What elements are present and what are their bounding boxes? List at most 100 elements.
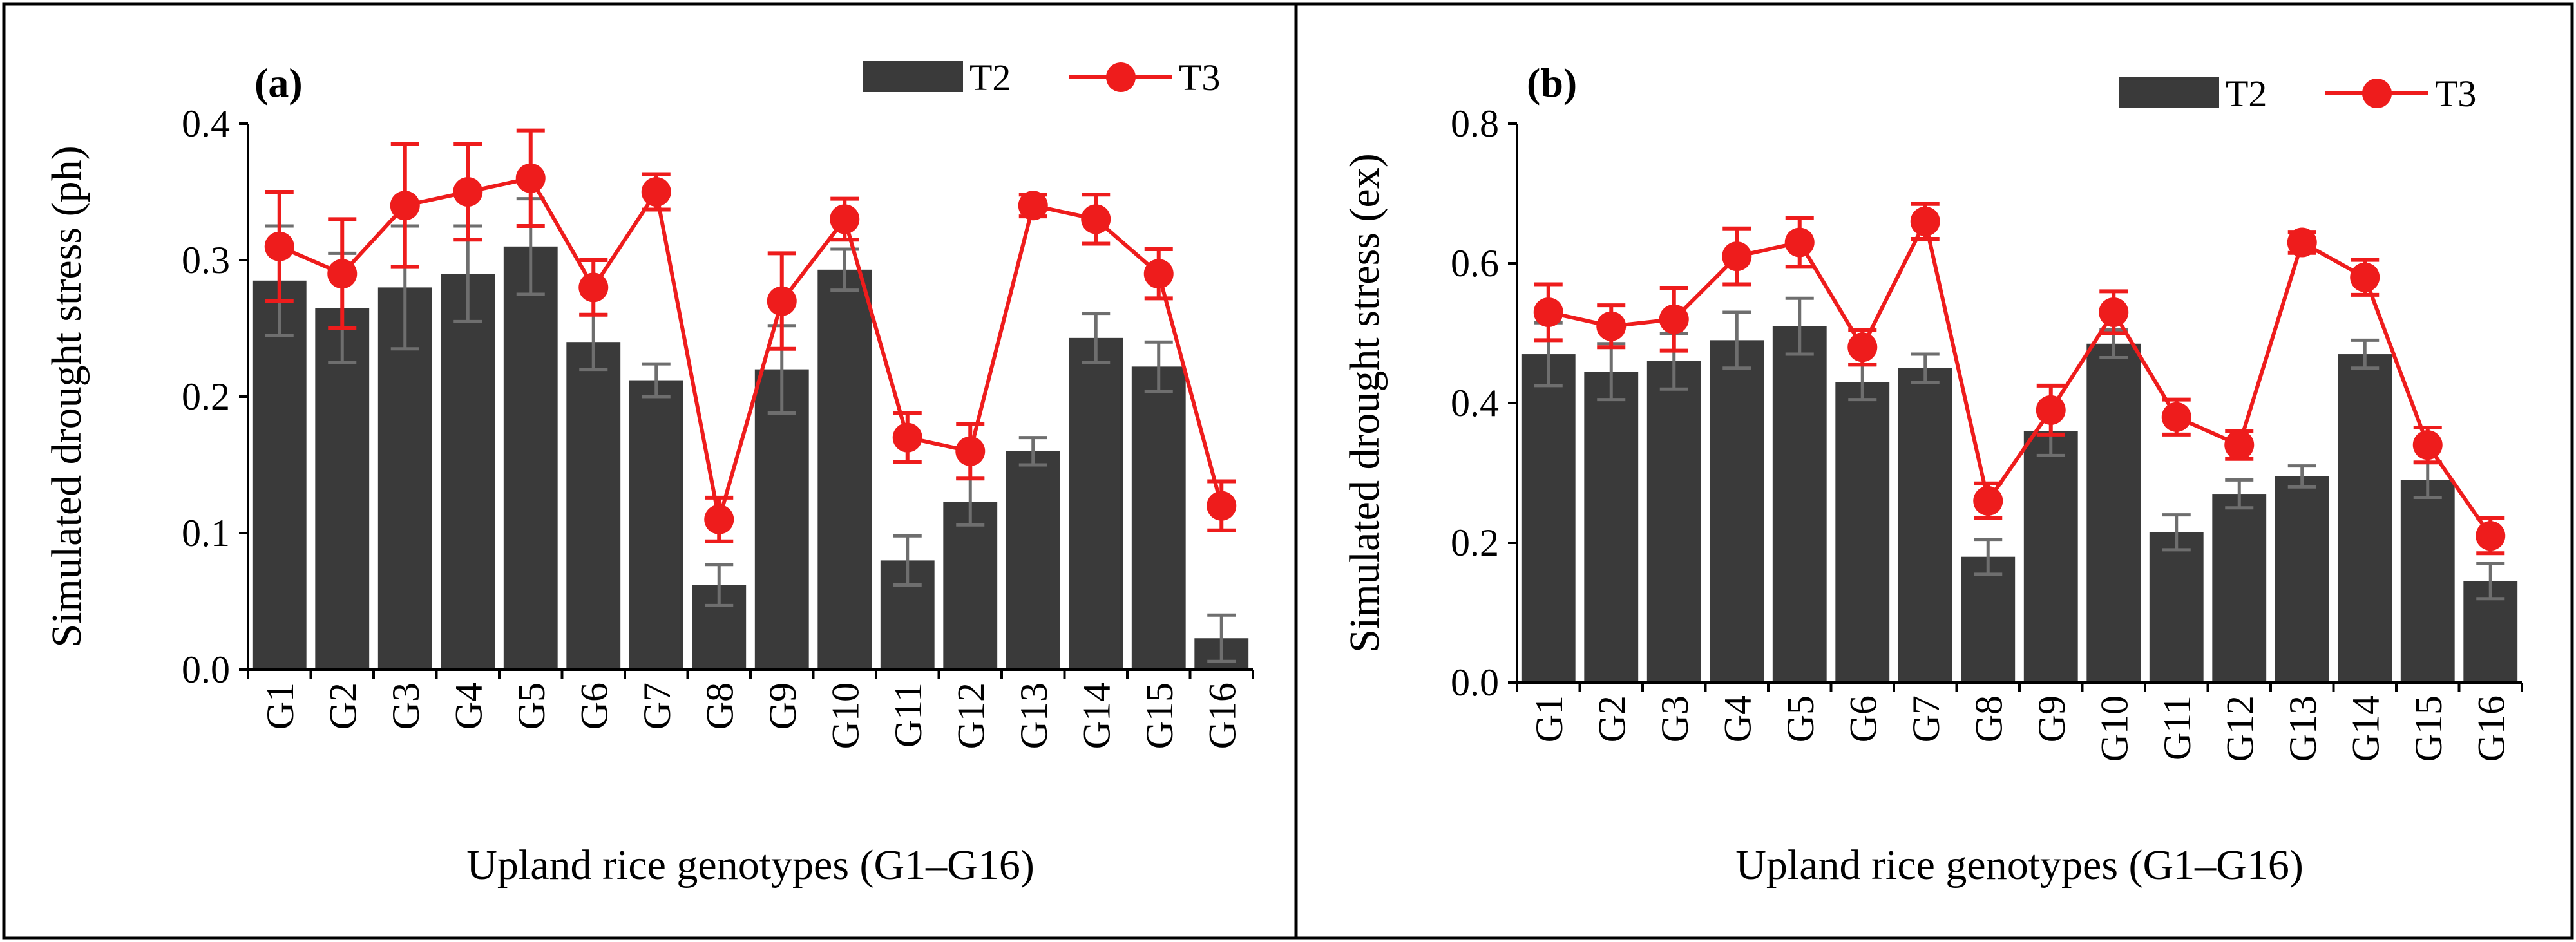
point-t3-G2	[327, 259, 358, 289]
legend-swatch-t2	[863, 61, 963, 92]
x-axis-title: Upland rice genotypes (G1–G16)	[466, 842, 1035, 889]
x-tick-label: G6	[1842, 695, 1884, 742]
series-line-t3	[1548, 216, 2492, 537]
x-tick-label: G16	[2470, 695, 2512, 762]
point-t3-G8	[704, 504, 734, 534]
y-axis-title: Simulated drought stress (ex)	[1341, 153, 1388, 652]
y-axis-title: Simulated drought stress (ph)	[43, 146, 90, 647]
point-t3-G11	[892, 422, 922, 453]
x-tick-label: G12	[949, 683, 992, 749]
errorbar-t2-G7	[642, 362, 671, 399]
x-tick-label: G9	[2030, 695, 2073, 742]
x-tick-label: G1	[259, 683, 301, 730]
x-tick-label: G5	[510, 683, 553, 730]
bar-t2-G3	[377, 287, 432, 670]
x-tick-label: G7	[1905, 695, 1947, 742]
x-tick-label: G11	[887, 683, 930, 748]
y-tick-label: 0.6	[1451, 242, 1499, 285]
point-t3-G10	[2099, 297, 2129, 327]
bar-t2-G2	[315, 308, 370, 670]
errorbar-t2-G11	[893, 534, 922, 587]
legend: T2 T3	[863, 57, 1220, 99]
y-tick-label: 0.0	[1451, 661, 1499, 704]
bar-t2-G13	[1006, 451, 1060, 670]
bar-t2-G12	[943, 502, 998, 670]
bar-t2-G9	[754, 369, 809, 670]
x-tick-label: G1	[1528, 695, 1570, 742]
errorbar-t2-G4	[1722, 310, 1751, 370]
errorbar-t2-G8	[1974, 538, 2003, 576]
x-tick-label: G16	[1201, 683, 1243, 749]
bar-t2-G9	[2023, 431, 2078, 683]
point-t3-G6	[578, 272, 609, 303]
point-t3-G1	[1533, 297, 1563, 327]
bar-t2-G12	[2212, 494, 2267, 683]
bar-t2-G5	[1772, 326, 1827, 683]
bar-t2-G8	[1961, 556, 2016, 683]
point-t3-G8	[1973, 485, 2003, 516]
bar-t2-G11	[2149, 532, 2204, 683]
point-t3-G16	[2476, 521, 2506, 551]
bar-t2-G13	[2275, 476, 2329, 683]
panel-label: (a)	[254, 60, 303, 106]
x-tick-label: G13	[1013, 683, 1055, 749]
x-tick-label: G8	[1967, 695, 2010, 742]
point-t3-G1	[264, 231, 294, 261]
x-tick-label: G2	[321, 683, 364, 730]
legend: T2 T3	[2119, 73, 2476, 115]
legend-marker-t3	[2362, 79, 2392, 108]
errorbar-t2-G16	[2476, 562, 2505, 601]
bar-t2-G15	[2400, 480, 2455, 683]
errorbar-t2-G14	[1082, 312, 1111, 364]
x-tick-label: G3	[1654, 695, 1696, 742]
bar-t2-G10	[817, 269, 872, 670]
point-t3-G15	[2412, 430, 2443, 460]
errorbar-t2-G11	[2162, 513, 2191, 552]
bar-t2-G6	[566, 342, 621, 670]
bar-t2-G1	[252, 280, 307, 670]
point-t3-G12	[955, 436, 986, 466]
bar-t2-G3	[1646, 361, 1701, 683]
x-tick-label: G12	[2218, 695, 2261, 762]
point-t3-G6	[1847, 332, 1878, 363]
point-t3-G14	[2350, 262, 2380, 292]
point-t3-G4	[1722, 241, 1752, 272]
point-t3-G4	[453, 177, 483, 207]
errorbar-t2-G13	[2287, 464, 2316, 489]
y-tick-label: 0.1	[182, 512, 230, 554]
x-tick-label: G3	[385, 683, 427, 730]
bar-t2-G4	[1710, 340, 1764, 683]
y-tick-label: 0.2	[1451, 522, 1499, 564]
x-tick-label: G10	[824, 683, 866, 749]
legend-label-t2: T2	[2226, 73, 2267, 115]
x-tick-label: G4	[447, 683, 490, 730]
chart-panel-b: 0.0 0.2 0.4 0.6 0.8 G1 G2 G3 G4 G5 G6 G7 G8 G9 G10 G11 G…	[1341, 60, 2523, 889]
bar-t2-G5	[503, 246, 558, 670]
point-t3-G14	[1081, 204, 1111, 234]
point-t3-G3	[1659, 304, 1689, 334]
bar-t2-G7	[1898, 368, 1952, 683]
point-t3-G3	[390, 191, 420, 221]
x-tick-label: G15	[2407, 695, 2450, 762]
x-tick-label: G10	[2093, 695, 2135, 762]
point-t3-G11	[2161, 402, 2191, 432]
panel-label: (b)	[1527, 60, 1577, 106]
errorbar-t2-G7	[1911, 352, 1940, 384]
point-t3-G9	[767, 286, 797, 316]
x-axis-title: Upland rice genotypes (G1–G16)	[1735, 842, 2304, 889]
x-tick-label: G15	[1138, 683, 1181, 749]
point-t3-G9	[2036, 395, 2066, 425]
x-tick-label: G8	[698, 683, 741, 730]
errorbar-t2-G5	[1785, 296, 1814, 356]
chart-panel-a: 0.0 0.1 0.2 0.3 0.4 G1 G2 G3 G4 G5 G6 G7 G8 G9 G10 G11 G…	[43, 57, 1254, 889]
point-t3-G7	[1910, 206, 1940, 236]
bar-t2-G14	[1069, 337, 1123, 670]
x-tick-label: G14	[1075, 683, 1118, 749]
point-t3-G5	[1784, 227, 1815, 258]
errorbar-t2-G15	[1144, 340, 1173, 393]
errorbar-t2-G14	[2351, 338, 2380, 370]
x-tick-label: G14	[2344, 695, 2387, 762]
series-line-t3	[278, 176, 1224, 520]
